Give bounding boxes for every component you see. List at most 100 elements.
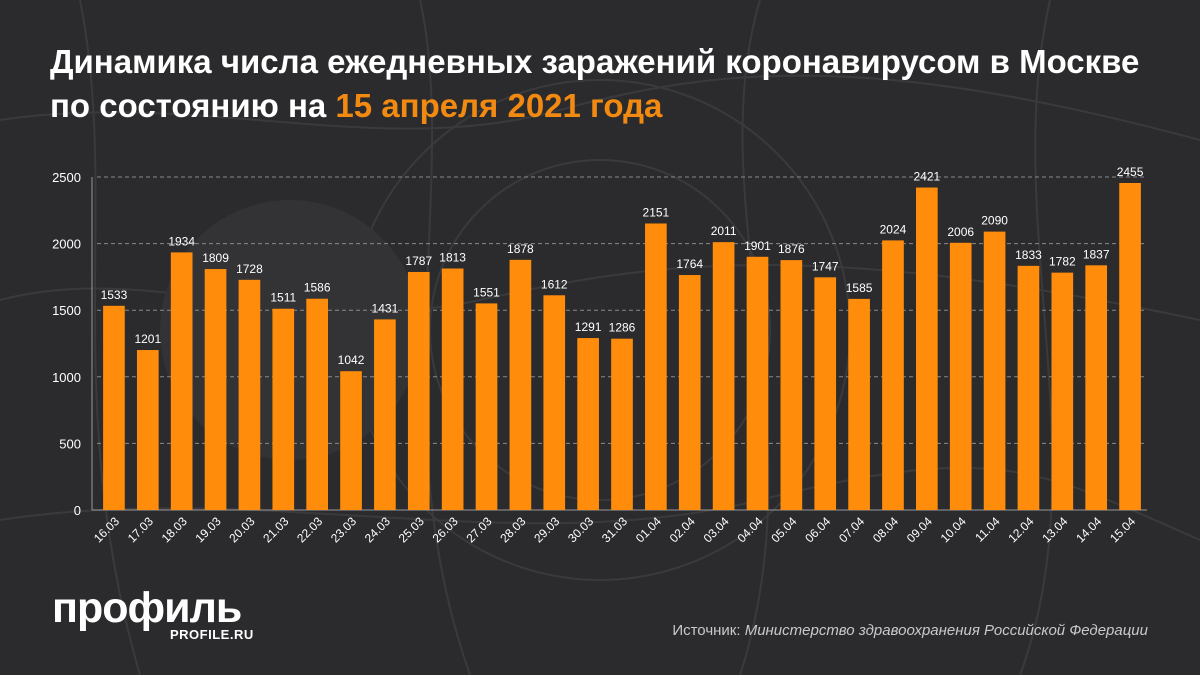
x-tick-label: 13.04 bbox=[1039, 514, 1070, 545]
x-tick-label: 25.03 bbox=[396, 514, 427, 545]
value-label: 1291 bbox=[575, 320, 602, 334]
value-label: 2090 bbox=[981, 214, 1008, 228]
bar bbox=[645, 223, 667, 510]
value-label: 1042 bbox=[338, 353, 365, 367]
value-label: 2421 bbox=[913, 170, 940, 184]
bar bbox=[577, 338, 599, 510]
value-label: 1747 bbox=[812, 259, 839, 273]
x-tick-label: 28.03 bbox=[497, 514, 528, 545]
bar bbox=[1017, 265, 1040, 510]
profil-logo[interactable]: профиль bbox=[52, 584, 242, 632]
x-tick-label: 12.04 bbox=[1005, 514, 1036, 545]
bar bbox=[340, 371, 362, 510]
value-label: 1286 bbox=[609, 321, 636, 335]
source-note: Источник: Министерство здравоохранения Р… bbox=[672, 622, 1148, 639]
value-label: 1833 bbox=[1015, 248, 1042, 262]
title-main: Динамика числа ежедневных заражений коро… bbox=[50, 43, 1140, 124]
bar bbox=[170, 252, 193, 510]
x-tick-label: 03.04 bbox=[701, 514, 732, 545]
bar bbox=[848, 298, 870, 510]
bar bbox=[882, 240, 904, 510]
bar bbox=[475, 303, 498, 510]
bar bbox=[306, 298, 328, 510]
x-tick-label: 22.03 bbox=[294, 514, 325, 545]
value-label: 2024 bbox=[880, 222, 907, 236]
x-tick-label: 06.04 bbox=[802, 514, 833, 545]
value-label: 1782 bbox=[1049, 255, 1076, 269]
bar bbox=[746, 256, 769, 510]
value-label: 1878 bbox=[507, 242, 534, 256]
bar bbox=[1051, 272, 1074, 510]
bar bbox=[204, 269, 227, 510]
chart-title: Динамика числа ежедневных заражений коро… bbox=[50, 40, 1160, 128]
x-tick-label: 10.04 bbox=[938, 514, 969, 545]
y-tick-label: 500 bbox=[59, 436, 81, 451]
value-label: 1809 bbox=[202, 251, 229, 265]
bar bbox=[678, 275, 701, 510]
x-tick-label: 27.03 bbox=[464, 514, 495, 545]
y-tick-label: 1000 bbox=[52, 370, 81, 385]
value-label: 1586 bbox=[304, 281, 331, 295]
bar bbox=[611, 338, 633, 510]
x-tick-label: 23.03 bbox=[328, 514, 359, 545]
y-tick-label: 2000 bbox=[52, 237, 81, 252]
x-tick-label: 04.04 bbox=[734, 514, 765, 545]
x-tick-label: 24.03 bbox=[362, 514, 393, 545]
title-date: 15 апреля 2021 года bbox=[335, 87, 663, 124]
bar bbox=[1085, 265, 1108, 510]
value-label: 1901 bbox=[744, 239, 771, 253]
value-label: 1813 bbox=[439, 251, 466, 265]
bar bbox=[103, 305, 125, 510]
x-tick-label: 14.04 bbox=[1073, 514, 1104, 545]
x-tick-label: 18.03 bbox=[159, 514, 190, 545]
bar bbox=[136, 350, 159, 510]
bars bbox=[103, 182, 1141, 511]
bar bbox=[543, 295, 566, 510]
x-tick-label: 16.03 bbox=[91, 514, 122, 545]
bar bbox=[272, 308, 295, 510]
x-tick-label: 05.04 bbox=[768, 514, 799, 545]
value-label: 1551 bbox=[473, 285, 500, 299]
bar bbox=[441, 268, 464, 510]
value-label: 1837 bbox=[1083, 247, 1110, 261]
value-labels: 1533 1201 1934 1809 1728 1511 1586 1042 1431 1787… bbox=[101, 165, 1144, 367]
value-label: 1612 bbox=[541, 277, 568, 291]
value-label: 1764 bbox=[676, 257, 703, 271]
x-tick-label: 17.03 bbox=[125, 514, 156, 545]
y-tick-label: 2500 bbox=[52, 170, 81, 185]
bar bbox=[949, 242, 972, 511]
x-tick-label: 26.03 bbox=[430, 514, 461, 545]
bar bbox=[374, 319, 396, 510]
bar bbox=[780, 260, 803, 510]
x-tick-label: 11.04 bbox=[972, 514, 1003, 545]
profile-ru-link[interactable]: PROFILE.RU bbox=[170, 627, 254, 642]
value-label: 1787 bbox=[405, 254, 432, 268]
value-label: 2455 bbox=[1117, 165, 1144, 179]
bar bbox=[407, 271, 430, 510]
x-tick-label: 29.03 bbox=[531, 514, 562, 545]
value-label: 2006 bbox=[947, 225, 974, 239]
bar bbox=[509, 259, 532, 510]
x-tick-label: 09.04 bbox=[904, 514, 935, 545]
bar bbox=[983, 231, 1006, 510]
x-tick-label: 08.04 bbox=[870, 514, 901, 545]
value-label: 1934 bbox=[168, 234, 195, 248]
value-label: 1876 bbox=[778, 242, 805, 256]
x-tick-label: 31.03 bbox=[599, 514, 630, 545]
value-label: 2151 bbox=[643, 205, 670, 219]
x-tick-label: 01.04 bbox=[633, 514, 664, 545]
x-tick-label: 02.04 bbox=[667, 514, 698, 545]
value-label: 1585 bbox=[846, 281, 873, 295]
bar bbox=[712, 242, 735, 510]
y-tick-label: 0 bbox=[74, 503, 81, 518]
bar bbox=[814, 277, 837, 510]
y-tick-label: 1500 bbox=[52, 303, 81, 318]
bar bbox=[238, 279, 261, 510]
x-tick-label: 30.03 bbox=[565, 514, 596, 545]
x-tick-label: 07.04 bbox=[836, 514, 867, 545]
value-label: 1511 bbox=[270, 291, 296, 305]
x-tick-label: 20.03 bbox=[226, 514, 257, 545]
value-label: 1728 bbox=[236, 262, 263, 276]
x-axis-labels: 16.03 17.03 18.03 19.03 20.03 21.03 22.03 23.03… bbox=[91, 514, 1138, 545]
